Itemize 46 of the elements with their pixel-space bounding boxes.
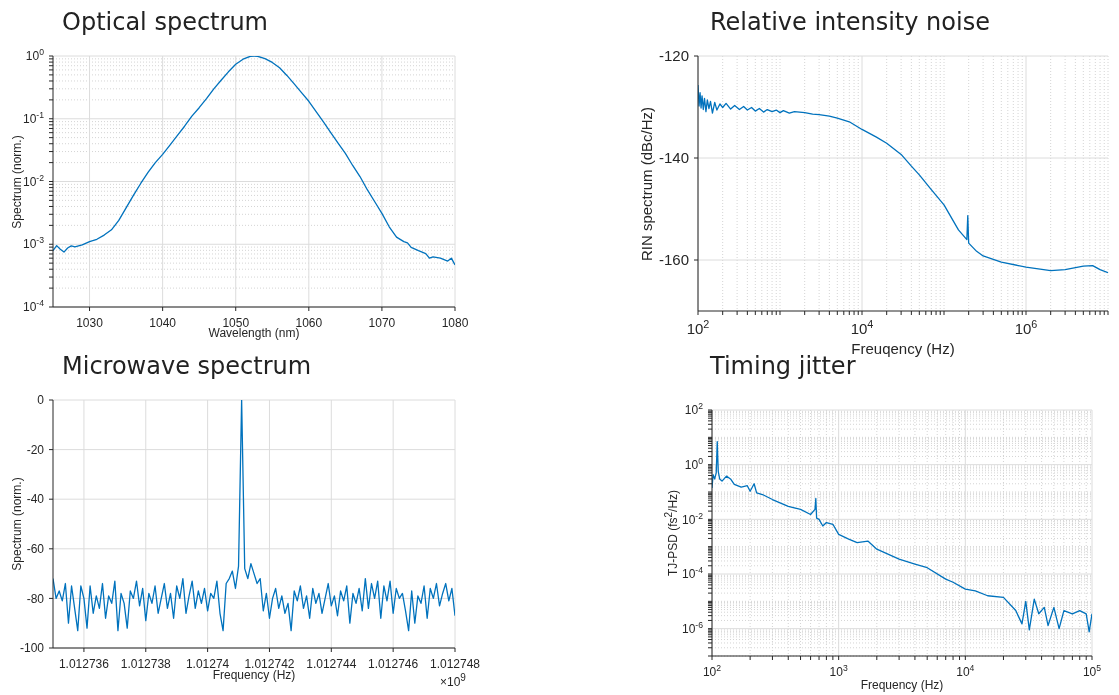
x-axis-title: Frequency (Hz) [212,668,296,682]
x-tick-label: 1.01274 [185,657,230,671]
y-axis-title: Spectrum (norm.) [10,477,24,571]
text: ×10$^{9}$ [440,672,466,689]
x-tick-label: 1.012738 [120,657,172,671]
y-tick-label: -40 [26,492,45,507]
y-tick-label: 10$^{-6}$ [681,619,704,636]
x-tick-label: 1.012748 [429,657,481,671]
y-tick-label: -20 [26,442,45,457]
y-tick-label: -80 [26,591,45,606]
y-tick-label: -120 [658,47,689,65]
y-tick-label: 10$^{2}$ [684,401,704,418]
x-tick-label: 10$^{5}$ [1082,663,1102,679]
x-tick-label: 1.012736 [58,657,110,671]
x-tick-label: 1040 [149,316,177,330]
y-tick-label: 10$^{-4}$ [22,298,45,315]
x-tick-label: 10$^{6}$ [1014,318,1038,337]
y-axis-title: RIN spectrum (dBc/Hz) [637,106,655,261]
x-tick-label: 10$^{4}$ [956,663,975,679]
y-tick-label: 10$^{-2}$ [22,172,45,189]
y-tick-label: 10$^{-3}$ [22,235,45,252]
y-tick-label: -140 [658,149,689,167]
y-tick-label: 10$^{-4}$ [681,565,704,582]
y-tick-label: -160 [658,251,689,269]
x-tick-label: 1030 [76,316,104,330]
y-tick-label: -100 [19,641,45,656]
x-tick-label: 1080 [441,316,469,330]
x-tick-label: 10$^{2}$ [702,663,722,679]
x-axis-title: Frequency (Hz) [860,678,944,692]
y-tick-label: 10$^{-2}$ [681,510,704,527]
x-tick-label: 1.012746 [368,657,419,671]
x-tick-label: 10$^{3}$ [829,663,848,679]
x-axis-title: Freuqency (Hz) [851,340,955,357]
chart-title: Relative intensity noise [710,8,990,36]
x-tick-label: 1.012744 [306,657,357,671]
x-tick-label: 1.012742 [244,657,295,671]
y-tick-label: 10$^{0}$ [25,47,45,64]
y-tick-label: 10$^{-1}$ [22,109,45,126]
chart-title: Microwave spectrum [62,352,312,380]
y-tick-label: 10$^{0}$ [684,455,704,472]
y-axis-title: Spectrum (norm.) [10,134,24,229]
y-tick-label: 0 [37,393,45,408]
chart-title: Optical spectrum [62,8,268,36]
x-tick-label: 1070 [368,316,396,330]
y-tick-label: -60 [26,542,45,556]
x-tick-label: 10$^{4}$ [850,318,874,337]
